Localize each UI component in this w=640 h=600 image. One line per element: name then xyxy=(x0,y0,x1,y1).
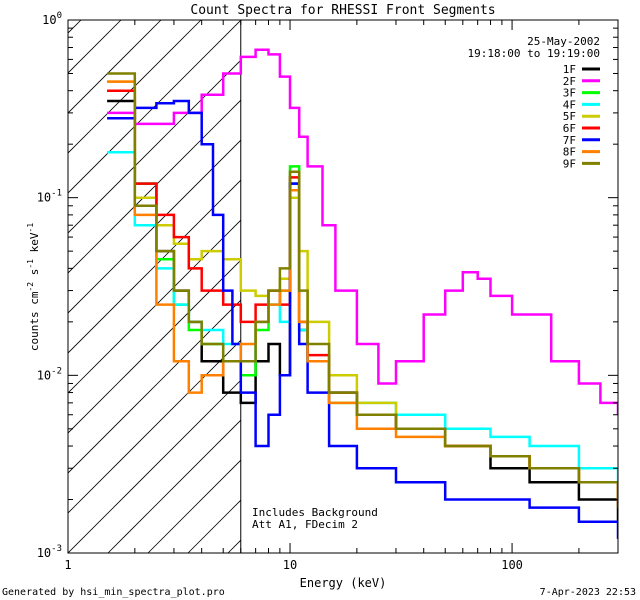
y-tick-base: 10 xyxy=(37,368,51,382)
y-axis-label-exponent: -1 xyxy=(26,259,35,269)
observation-time-range: 19:18:00 to 19:19:00 xyxy=(468,47,600,60)
hatch-line xyxy=(68,179,241,354)
y-tick-base: 10 xyxy=(37,191,51,205)
y-axis-label-part: counts cm xyxy=(28,291,41,351)
y-tick-label: 10-2 xyxy=(37,366,62,382)
legend-label-4F: 4F xyxy=(563,98,576,111)
chart-title: Count Spectra for RHESSI Front Segments xyxy=(190,3,495,18)
x-tick-labels: 1 10 100 xyxy=(64,558,523,572)
footer-generated-by: Generated by hsi_min_spectra_plot.pro xyxy=(2,587,225,598)
hatch-line xyxy=(68,20,162,114)
hatch-line xyxy=(68,20,122,74)
plot-frame xyxy=(67,19,619,554)
hatch-line xyxy=(68,139,241,314)
y-tick-base: 10 xyxy=(42,13,56,27)
hatch-line xyxy=(68,339,241,514)
x-tick-label: 10 xyxy=(283,558,297,572)
hatch-line xyxy=(68,20,241,194)
hatch-line xyxy=(68,99,241,274)
legend-label-9F: 9F xyxy=(563,157,576,170)
annotation-background: Includes Background xyxy=(252,506,378,519)
legend-label-3F: 3F xyxy=(563,87,576,100)
y-axis-label-part: keV xyxy=(28,232,41,259)
annotation-attenuator: Att A1, FDecim 2 xyxy=(252,518,358,531)
hatch-line xyxy=(68,20,202,154)
legend-label-1F: 1F xyxy=(563,63,576,76)
series-line-7F xyxy=(107,99,618,539)
series-lines xyxy=(107,48,618,539)
legend-label-8F: 8F xyxy=(563,146,576,159)
y-tick-exponent: -1 xyxy=(51,189,62,199)
y-tick-exponent: -3 xyxy=(51,544,62,554)
x-axis-label: Energy (keV) xyxy=(300,576,387,590)
hatch-line xyxy=(68,379,241,553)
y-tick-exponent: -2 xyxy=(51,366,62,376)
y-axis-label-exponent: -2 xyxy=(26,282,35,292)
legend-label-6F: 6F xyxy=(563,122,576,135)
y-tick-exponent: 0 xyxy=(57,11,62,21)
y-axis-label-exponent: -1 xyxy=(26,223,35,233)
hatch-line xyxy=(68,299,241,474)
legend-label-2F: 2F xyxy=(563,75,576,88)
y-tick-base: 10 xyxy=(37,546,51,560)
legend-label-5F: 5F xyxy=(563,110,576,123)
axis-ticks xyxy=(67,19,619,554)
y-tick-label: 10-1 xyxy=(37,189,62,205)
x-tick-label: 100 xyxy=(501,558,523,572)
hatch-line xyxy=(68,219,241,394)
y-axis-label: counts cm-2 s-1 keV-1 xyxy=(26,223,41,351)
legend-label-7F: 7F xyxy=(563,134,576,147)
y-tick-label: 100 xyxy=(42,11,62,27)
hatched-region xyxy=(68,20,241,553)
series-line-9F xyxy=(107,72,618,500)
series-line-2F xyxy=(107,48,618,415)
observation-date: 25-May-2002 xyxy=(527,35,600,48)
hatch-line xyxy=(107,419,241,553)
x-tick-label: 1 xyxy=(64,558,71,572)
y-axis-label-part: s xyxy=(28,269,41,282)
footer-timestamp: 7-Apr-2023 22:53 xyxy=(540,587,636,598)
y-tick-label: 10-3 xyxy=(37,544,62,560)
